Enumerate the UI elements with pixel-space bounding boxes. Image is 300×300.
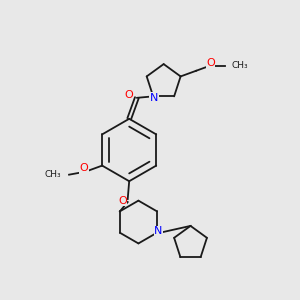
Text: O: O <box>118 196 127 206</box>
Text: O: O <box>206 58 215 68</box>
Text: CH₃: CH₃ <box>44 170 61 179</box>
Text: N: N <box>150 93 158 103</box>
Text: O: O <box>124 90 133 100</box>
Text: O: O <box>80 163 88 173</box>
Text: CH₃: CH₃ <box>232 61 248 70</box>
Text: N: N <box>154 226 163 236</box>
